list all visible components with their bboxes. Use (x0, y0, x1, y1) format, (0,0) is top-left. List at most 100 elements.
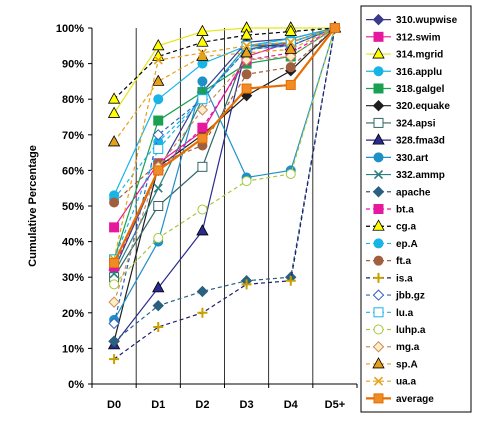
x-tick-label: D2 (195, 399, 209, 411)
data-point (197, 133, 208, 144)
data-point (197, 76, 208, 87)
legend-item-mg-a: mg.a (366, 341, 420, 353)
data-point (153, 144, 164, 155)
data-point (240, 46, 253, 58)
data-point (241, 69, 252, 80)
legend-marker (372, 13, 385, 26)
series-line (113, 27, 335, 114)
data-point (152, 74, 165, 86)
y-tick-label: 0% (68, 379, 84, 391)
legend-label: luhp.a (396, 325, 426, 336)
data-point (109, 257, 120, 268)
data-point (197, 161, 208, 172)
y-tick-label: 50% (62, 201, 84, 213)
data-point (284, 24, 297, 36)
data-point (196, 224, 209, 236)
data-point (196, 35, 209, 47)
legend-item-314-mgrid: 314.mgrid (366, 47, 443, 61)
series-line (113, 27, 336, 321)
data-point (197, 204, 208, 215)
legend-item-apache: apache (366, 186, 431, 198)
series-ft-a (109, 23, 340, 208)
legend-item-318-galgel: 318.galgel (366, 83, 445, 95)
y-tick-label: 100% (56, 23, 84, 35)
y-tick-label: 70% (62, 130, 84, 142)
data-point (109, 197, 120, 208)
y-tick-label: 40% (62, 237, 84, 249)
legend-label: 314.mgrid (396, 50, 443, 61)
data-point (152, 281, 165, 293)
data-point (241, 279, 252, 290)
legend-marker (373, 169, 384, 180)
y-tick-label: 80% (62, 94, 84, 106)
legend-label: 312.swim (396, 32, 441, 43)
legend-marker (373, 152, 384, 163)
y-tick-label: 60% (62, 165, 84, 177)
data-point (153, 233, 164, 244)
legend-marker (372, 133, 385, 145)
legend-label: 320.equake (396, 101, 450, 112)
legend-item-ua-a: ua.a (366, 376, 416, 388)
data-point (108, 335, 120, 347)
legend-label: 330.art (396, 153, 429, 164)
legend-item-312-swim: 312.swim (366, 31, 441, 43)
x-tick-label: D4 (284, 399, 299, 411)
legend-marker (373, 255, 384, 266)
series-lines (107, 21, 342, 365)
legend-item-average: average (366, 393, 434, 405)
series-line (113, 27, 336, 360)
y-tick-label: 30% (62, 272, 84, 284)
legend-item-332-ammp: 332.ammp (366, 169, 445, 181)
legend-marker (373, 376, 384, 386)
legend-label: apache (396, 187, 431, 198)
x-tick-label: D3 (240, 399, 254, 411)
legend-marker (373, 204, 384, 214)
series-sp-a (107, 21, 342, 147)
y-tick-label: 90% (62, 59, 84, 71)
data-point (284, 42, 297, 54)
series-average (109, 23, 340, 268)
legend-item-320-equake: 320.equake (366, 99, 450, 112)
legend-marker (373, 272, 384, 283)
legend-label: ep.A (396, 239, 418, 250)
data-point (241, 83, 252, 94)
legend-item-310-wupwise: 310.wupwise (366, 13, 458, 26)
data-point (109, 222, 120, 233)
data-point (285, 275, 296, 286)
x-tick-label: D0 (107, 399, 121, 411)
data-point (153, 165, 164, 176)
data-point (242, 41, 252, 51)
data-point (109, 279, 120, 290)
legend-item-sp-a: sp.A (366, 357, 418, 370)
series-line (113, 27, 336, 285)
legend-item-is-a: is.a (366, 272, 413, 284)
legend-item-cg-a: cg.a (366, 219, 416, 233)
legend-item-luhp-a: luhp.a (366, 324, 426, 336)
legend-item-330-art: 330.art (366, 152, 429, 164)
data-point (108, 317, 120, 330)
data-point (152, 129, 164, 141)
legend-item-316-applu: 316.applu (366, 66, 442, 78)
data-point (107, 92, 121, 104)
legend-label: 328.fma3d (396, 136, 445, 147)
data-point (107, 135, 121, 147)
series-line (113, 27, 336, 342)
legend-label: ua.a (396, 377, 416, 388)
data-point (197, 122, 208, 133)
series-line (113, 27, 336, 203)
data-point (286, 37, 296, 47)
data-point (107, 106, 121, 118)
legend-item-lu-a: lu.a (366, 307, 414, 319)
data-point (153, 55, 163, 65)
data-point (153, 115, 164, 126)
y-tick-label: 10% (62, 343, 84, 355)
legend-marker (372, 357, 385, 369)
data-point (196, 104, 209, 116)
data-point (329, 23, 340, 33)
legend-marker (373, 66, 384, 77)
data-point (109, 354, 120, 365)
data-point (285, 168, 296, 179)
legend-marker (373, 31, 384, 42)
data-point (285, 79, 296, 90)
